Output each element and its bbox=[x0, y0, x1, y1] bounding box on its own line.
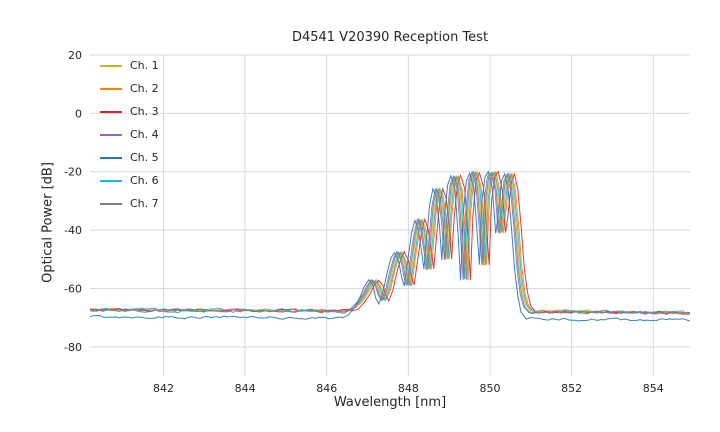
x-tick-label: 854 bbox=[643, 382, 664, 395]
x-tick-label: 848 bbox=[398, 382, 419, 395]
legend-item: Ch. 6 bbox=[100, 173, 159, 189]
series-ch-2 bbox=[90, 170, 690, 315]
legend-item: Ch. 3 bbox=[100, 104, 159, 120]
x-tick-label: 842 bbox=[153, 382, 174, 395]
series-ch-5 bbox=[90, 170, 690, 322]
legend-label: Ch. 2 bbox=[130, 82, 159, 95]
legend-line-swatch bbox=[100, 134, 122, 136]
y-tick-label: 0 bbox=[75, 107, 82, 120]
legend: Ch. 1 Ch. 2 Ch. 3 Ch. 4 Ch. 5 Ch. 6 Ch. 7 bbox=[100, 58, 159, 212]
x-tick-label: 846 bbox=[316, 382, 337, 395]
x-tick-label: 850 bbox=[480, 382, 501, 395]
legend-line-swatch bbox=[100, 203, 122, 205]
legend-label: Ch. 5 bbox=[130, 151, 159, 164]
series-ch-3 bbox=[90, 170, 690, 315]
series-ch-4 bbox=[90, 170, 690, 316]
legend-item: Ch. 2 bbox=[100, 81, 159, 97]
series-ch-1 bbox=[90, 171, 690, 315]
legend-label: Ch. 6 bbox=[130, 174, 159, 187]
legend-label: Ch. 1 bbox=[130, 59, 159, 72]
series-ch-7 bbox=[90, 170, 690, 315]
y-tick-label: -20 bbox=[64, 166, 82, 179]
legend-label: Ch. 4 bbox=[130, 128, 159, 141]
legend-item: Ch. 1 bbox=[100, 58, 159, 74]
legend-item: Ch. 5 bbox=[100, 150, 159, 166]
x-axis-label: Wavelength [nm] bbox=[333, 395, 447, 410]
y-tick-label: -80 bbox=[64, 341, 82, 354]
legend-line-swatch bbox=[100, 65, 122, 67]
legend-line-swatch bbox=[100, 157, 122, 159]
legend-label: Ch. 3 bbox=[130, 105, 159, 118]
y-tick-label: -60 bbox=[64, 282, 82, 295]
x-tick-label: 844 bbox=[235, 382, 256, 395]
y-tick-label: 20 bbox=[68, 49, 82, 62]
legend-item: Ch. 4 bbox=[100, 127, 159, 143]
legend-line-swatch bbox=[100, 111, 122, 113]
chart-title: D4541 V20390 Reception Test bbox=[291, 30, 489, 45]
legend-item: Ch. 7 bbox=[100, 196, 159, 212]
x-tick-label: 852 bbox=[561, 382, 582, 395]
legend-line-swatch bbox=[100, 88, 122, 90]
series-ch-6 bbox=[90, 170, 690, 314]
legend-line-swatch bbox=[100, 180, 122, 182]
legend-label: Ch. 7 bbox=[130, 197, 159, 210]
y-tick-label: -40 bbox=[64, 224, 82, 237]
